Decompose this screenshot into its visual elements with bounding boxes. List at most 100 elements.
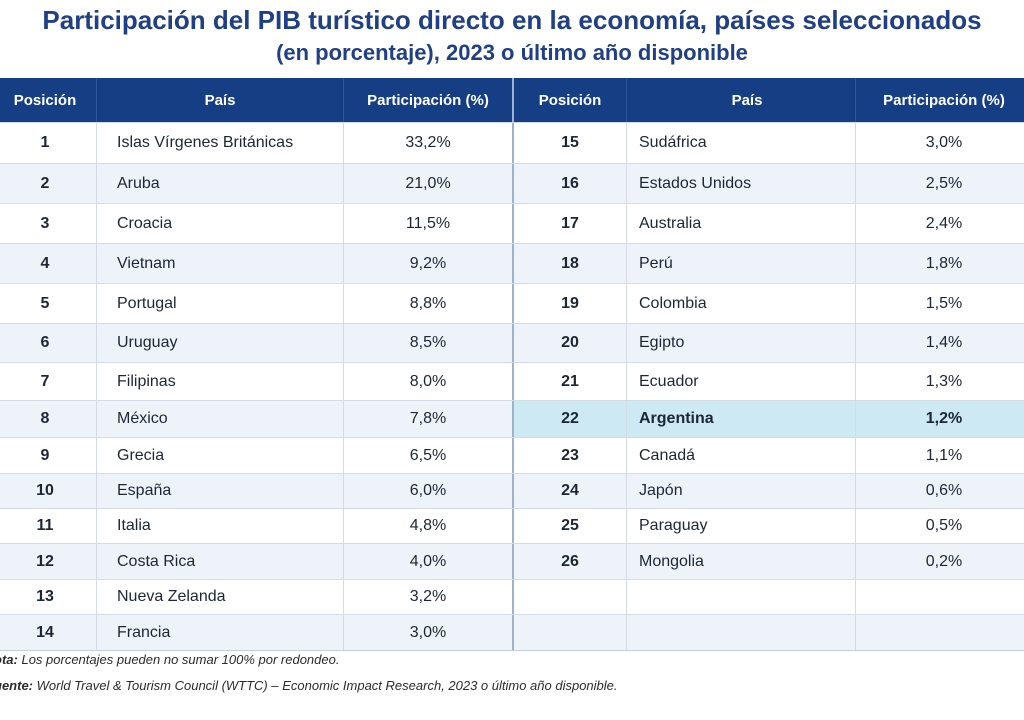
position-cell: 4 <box>40 254 50 272</box>
position-cell: 5 <box>40 294 50 312</box>
share-cell: 8,0% <box>409 372 447 390</box>
left-entry: 2 Aruba 21,0% <box>0 164 514 203</box>
share-cell: 21,0% <box>405 174 451 192</box>
position-cell: 15 <box>561 134 579 151</box>
share-cell <box>856 580 1024 614</box>
source-text: World Travel & Tourism Council (WTTC) – … <box>36 678 618 693</box>
source-label: uente: <box>0 678 33 693</box>
footnote-text: Los porcentajes pueden no sumar 100% por… <box>21 652 340 667</box>
table-row: 9 Grecia 6,5% 23 Canadá 1,1% <box>0 437 1024 473</box>
share-cell: 6,5% <box>409 446 447 464</box>
right-entry: 23 Canadá 1,1% <box>514 438 1024 473</box>
share-cell: 8,8% <box>409 294 447 312</box>
page-subtitle: (en porcentaje), 2023 o último año dispo… <box>276 40 748 65</box>
table-row: 13 Nueva Zelanda 3,2% <box>0 579 1024 614</box>
right-entry: 24 Japón 0,6% <box>514 474 1024 508</box>
position-cell: 20 <box>561 334 579 351</box>
left-entry: 7 Filipinas 8,0% <box>0 363 514 400</box>
left-entry: 13 Nueva Zelanda 3,2% <box>0 580 514 614</box>
share-cell: 8,5% <box>409 334 447 351</box>
country-cell: Ecuador <box>626 363 856 400</box>
country-cell: Grecia <box>96 438 344 473</box>
header-right-group: Posición País Participación (%) <box>514 78 1024 122</box>
position-cell: 17 <box>561 214 579 232</box>
right-entry: 16 Estados Unidos 2,5% <box>514 164 1024 203</box>
table-row: 4 Vietnam 9,2% 18 Perú 1,8% <box>0 243 1024 283</box>
share-cell: 6,0% <box>409 482 447 499</box>
right-entry: 19 Colombia 1,5% <box>514 284 1024 323</box>
country-cell: Italia <box>96 509 344 543</box>
country-cell: Egipto <box>626 324 856 362</box>
table-row: 7 Filipinas 8,0% 21 Ecuador 1,3% <box>0 362 1024 400</box>
left-entry: 5 Portugal 8,8% <box>0 284 514 323</box>
left-entry: 1 Islas Vírgenes Británicas 33,2% <box>0 123 514 163</box>
header-left-group: Posición País Participación (%) <box>0 78 514 122</box>
country-cell: Japón <box>626 474 856 508</box>
position-cell: 23 <box>561 446 579 464</box>
footnote-label: ota: <box>0 652 18 667</box>
table-row: 11 Italia 4,8% 25 Paraguay 0,5% <box>0 508 1024 543</box>
country-cell: Filipinas <box>96 363 344 400</box>
share-cell: 7,8% <box>409 410 447 427</box>
header-country: País <box>626 78 856 122</box>
right-entry: 21 Ecuador 1,3% <box>514 363 1024 400</box>
right-entry: 22 Argentina 1,2% <box>514 401 1024 437</box>
table-header: Posición País Participación (%) Posición… <box>0 78 1024 122</box>
position-cell: 11 <box>36 517 54 534</box>
share-cell: 0,6% <box>925 482 963 499</box>
share-cell: 4,8% <box>409 517 447 534</box>
table-body: 1 Islas Vírgenes Británicas 33,2% 15 Sudáfri… <box>0 122 1024 651</box>
position-cell: 19 <box>561 294 579 312</box>
country-cell: Australia <box>626 204 856 243</box>
share-cell: 2,4% <box>925 214 963 232</box>
country-cell: Francia <box>96 615 344 650</box>
header-share: Participación (%) <box>367 91 489 109</box>
position-cell: 24 <box>561 482 579 499</box>
right-entry <box>514 615 1024 650</box>
source-note: uente: World Travel & Tourism Council (W… <box>0 678 618 693</box>
share-cell <box>856 615 1024 650</box>
table-row: 6 Uruguay 8,5% 20 Egipto 1,4% <box>0 323 1024 362</box>
left-entry: 12 Costa Rica 4,0% <box>0 544 514 579</box>
country-cell <box>626 615 856 650</box>
country-cell: Mongolia <box>626 544 856 579</box>
right-entry: 18 Perú 1,8% <box>514 244 1024 283</box>
right-entry: 15 Sudáfrica 3,0% <box>514 123 1024 163</box>
country-cell: Costa Rica <box>96 544 344 579</box>
share-cell: 1,4% <box>925 334 963 351</box>
page-title: Participación del PIB turístico directo … <box>42 5 982 35</box>
right-entry: 17 Australia 2,4% <box>514 204 1024 243</box>
position-cell: 21 <box>561 372 579 390</box>
country-cell: Vietnam <box>96 244 344 283</box>
left-entry: 8 México 7,8% <box>0 401 514 437</box>
country-cell: Islas Vírgenes Británicas <box>96 123 344 163</box>
country-cell: Argentina <box>626 401 856 437</box>
country-cell <box>626 580 856 614</box>
right-entry: 26 Mongolia 0,2% <box>514 544 1024 579</box>
country-cell: Colombia <box>626 284 856 323</box>
position-cell: 9 <box>40 446 50 464</box>
position-cell: 13 <box>36 588 54 605</box>
country-cell: Aruba <box>96 164 344 203</box>
table-row: 12 Costa Rica 4,0% 26 Mongolia 0,2% <box>0 543 1024 579</box>
left-entry: 14 Francia 3,0% <box>0 615 514 650</box>
position-cell: 26 <box>561 552 579 570</box>
country-cell: México <box>96 401 344 437</box>
position-cell: 16 <box>561 174 579 192</box>
position-cell: 22 <box>561 410 579 427</box>
ranking-table: Posición País Participación (%) Posición… <box>0 78 1024 651</box>
footnote: ota: Los porcentajes pueden no sumar 100… <box>0 652 339 667</box>
right-entry <box>514 580 1024 614</box>
country-cell: Paraguay <box>626 509 856 543</box>
header-position: Posición <box>538 91 602 109</box>
share-cell: 1,8% <box>925 254 963 272</box>
table-row: 5 Portugal 8,8% 19 Colombia 1,5% <box>0 283 1024 323</box>
share-cell: 1,5% <box>925 294 963 312</box>
share-cell: 4,0% <box>409 552 447 570</box>
share-cell: 0,5% <box>925 517 963 534</box>
country-cell: Estados Unidos <box>626 164 856 203</box>
position-cell: 7 <box>40 372 50 390</box>
share-cell: 3,2% <box>409 588 447 605</box>
table-row: 8 México 7,8% 22 Argentina 1,2% <box>0 400 1024 437</box>
position-cell: 25 <box>561 517 579 534</box>
